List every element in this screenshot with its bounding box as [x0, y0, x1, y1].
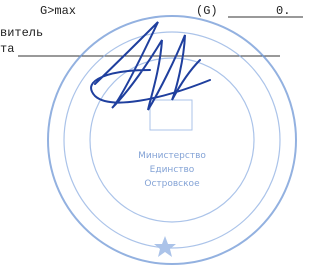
header-middle: (G): [196, 4, 218, 18]
line-text: та: [0, 42, 14, 56]
document: G>max (G) 0. витель та Министерство Един…: [0, 0, 303, 270]
stamp-text: Министерство: [138, 151, 206, 161]
stamp-text: Единство: [150, 165, 195, 175]
header-right: 0.: [276, 4, 290, 18]
stamp-text: Островское: [144, 179, 200, 189]
header-left: G>max: [40, 4, 76, 18]
line-text: витель: [0, 26, 43, 40]
